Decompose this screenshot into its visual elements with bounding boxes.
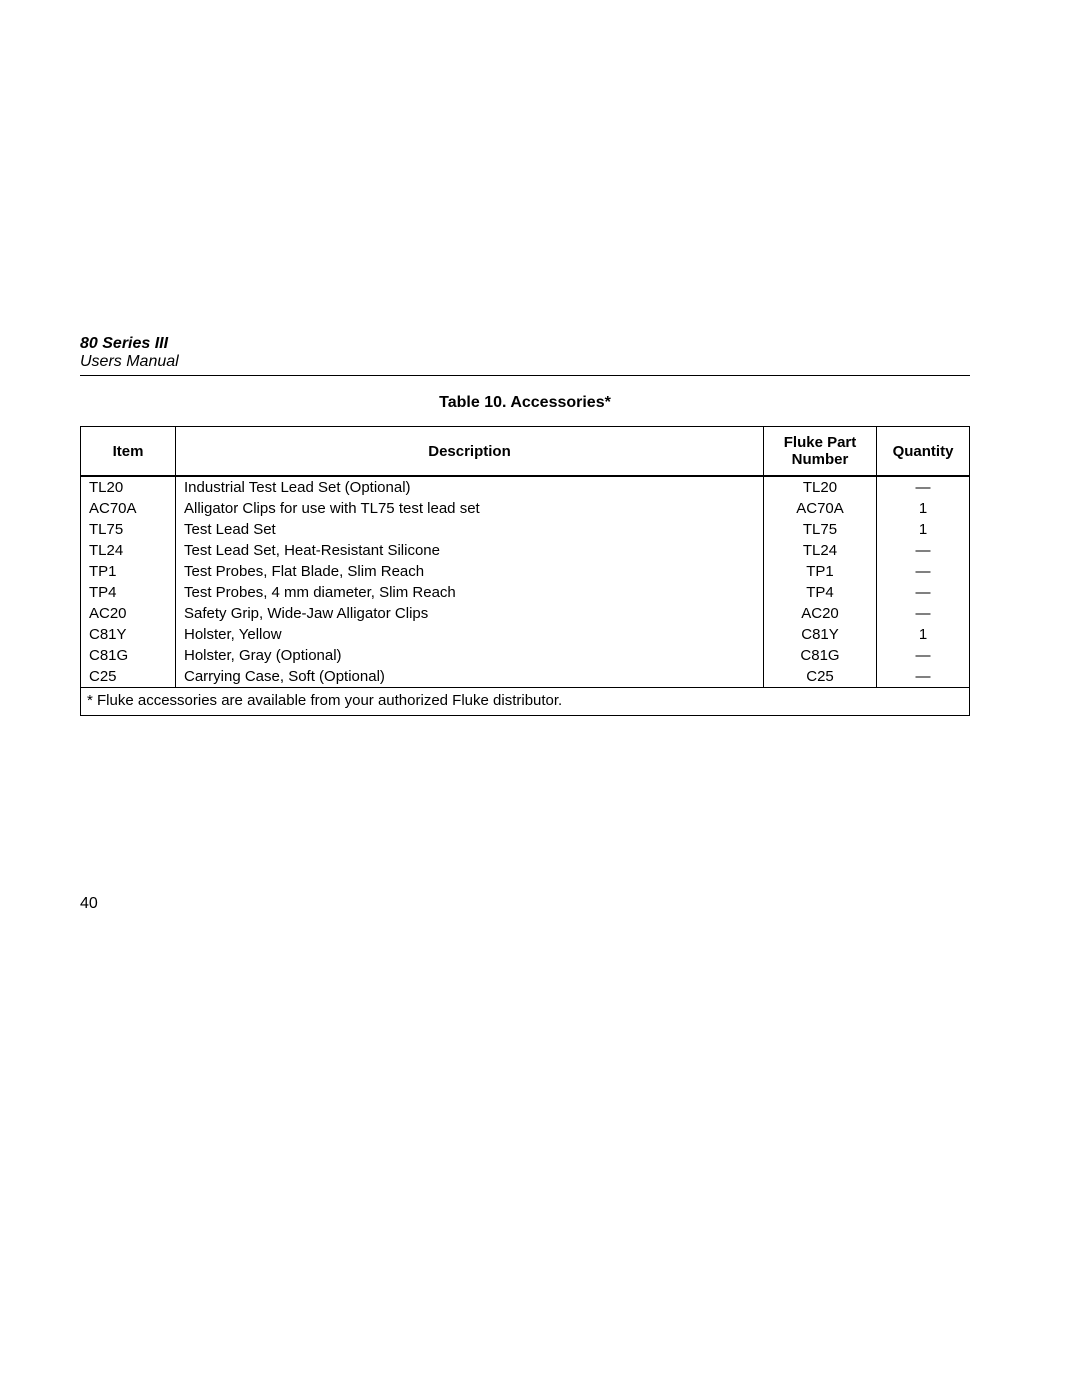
table-row: AC70A Alligator Clips for use with TL75 … [81, 498, 970, 519]
accessories-table: Item Description Fluke Part Number Quant… [80, 426, 970, 716]
cell-part: TP4 [764, 582, 877, 603]
column-header-description: Description [176, 427, 764, 477]
cell-qty: 1 [877, 498, 970, 519]
column-header-quantity: Quantity [877, 427, 970, 477]
page-header: 80 Series III Users Manual [80, 335, 970, 376]
cell-part: C81G [764, 645, 877, 666]
cell-qty: — [877, 476, 970, 498]
cell-part: TP1 [764, 561, 877, 582]
cell-part: TL24 [764, 540, 877, 561]
cell-item: TL24 [81, 540, 176, 561]
cell-desc: Safety Grip, Wide-Jaw Alligator Clips [176, 603, 764, 624]
table-row: TL20 Industrial Test Lead Set (Optional)… [81, 476, 970, 498]
cell-part: AC70A [764, 498, 877, 519]
cell-qty: 1 [877, 624, 970, 645]
cell-item: C25 [81, 666, 176, 688]
cell-desc: Alligator Clips for use with TL75 test l… [176, 498, 764, 519]
column-header-part-line2: Number [792, 451, 849, 468]
cell-part: TL75 [764, 519, 877, 540]
cell-item: AC70A [81, 498, 176, 519]
document-title: 80 Series III [80, 335, 970, 353]
cell-qty: — [877, 666, 970, 688]
document-subtitle: Users Manual [80, 353, 970, 371]
cell-qty: — [877, 645, 970, 666]
document-page: 80 Series III Users Manual Table 10. Acc… [0, 0, 1080, 1397]
column-header-part-line1: Fluke Part [784, 434, 857, 451]
table-footnote: * Fluke accessories are available from y… [81, 688, 970, 716]
table-row: TL24 Test Lead Set, Heat-Resistant Silic… [81, 540, 970, 561]
cell-desc: Holster, Yellow [176, 624, 764, 645]
cell-part: TL20 [764, 476, 877, 498]
table-header-row: Item Description Fluke Part Number Quant… [81, 427, 970, 477]
cell-qty: — [877, 603, 970, 624]
cell-part: AC20 [764, 603, 877, 624]
cell-desc: Industrial Test Lead Set (Optional) [176, 476, 764, 498]
cell-desc: Holster, Gray (Optional) [176, 645, 764, 666]
table-footnote-row: * Fluke accessories are available from y… [81, 688, 970, 716]
column-header-item: Item [81, 427, 176, 477]
table-row: TL75 Test Lead Set TL75 1 [81, 519, 970, 540]
cell-item: C81G [81, 645, 176, 666]
page-number: 40 [80, 895, 98, 913]
cell-qty: — [877, 540, 970, 561]
cell-item: TL20 [81, 476, 176, 498]
cell-qty: — [877, 561, 970, 582]
cell-item: C81Y [81, 624, 176, 645]
table-row: TP1 Test Probes, Flat Blade, Slim Reach … [81, 561, 970, 582]
cell-item: TP4 [81, 582, 176, 603]
column-header-part-number: Fluke Part Number [764, 427, 877, 477]
table-row: C25 Carrying Case, Soft (Optional) C25 — [81, 666, 970, 688]
cell-part: C25 [764, 666, 877, 688]
cell-desc: Carrying Case, Soft (Optional) [176, 666, 764, 688]
cell-qty: 1 [877, 519, 970, 540]
cell-qty: — [877, 582, 970, 603]
cell-desc: Test Lead Set [176, 519, 764, 540]
cell-desc: Test Probes, Flat Blade, Slim Reach [176, 561, 764, 582]
table-body: TL20 Industrial Test Lead Set (Optional)… [81, 476, 970, 716]
cell-item: TL75 [81, 519, 176, 540]
table-row: TP4 Test Probes, 4 mm diameter, Slim Rea… [81, 582, 970, 603]
table-row: AC20 Safety Grip, Wide-Jaw Alligator Cli… [81, 603, 970, 624]
cell-item: AC20 [81, 603, 176, 624]
cell-desc: Test Probes, 4 mm diameter, Slim Reach [176, 582, 764, 603]
table-row: C81Y Holster, Yellow C81Y 1 [81, 624, 970, 645]
table-row: C81G Holster, Gray (Optional) C81G — [81, 645, 970, 666]
cell-part: C81Y [764, 624, 877, 645]
cell-item: TP1 [81, 561, 176, 582]
cell-desc: Test Lead Set, Heat-Resistant Silicone [176, 540, 764, 561]
table-title: Table 10. Accessories* [80, 394, 970, 412]
